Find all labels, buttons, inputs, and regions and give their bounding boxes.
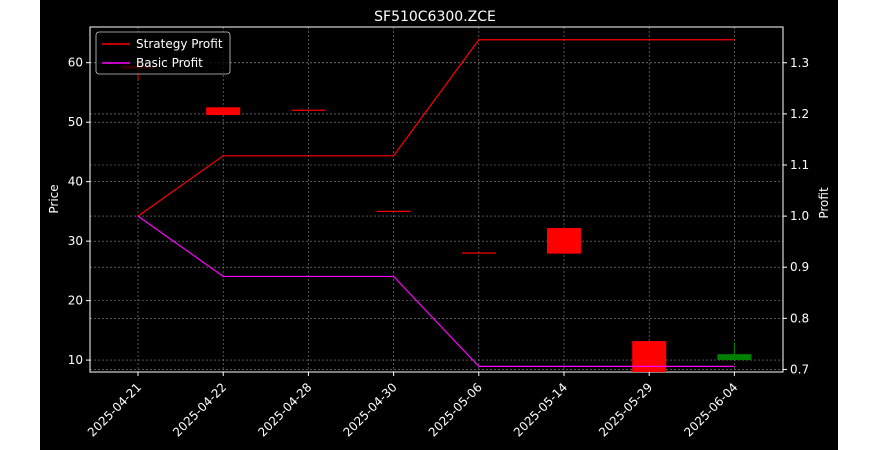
x-tick-label: 2025-05-06 bbox=[426, 380, 485, 439]
y-tick-label-left: 60 bbox=[68, 56, 83, 70]
y-tick-label-right: 1.0 bbox=[790, 209, 809, 223]
grid bbox=[90, 27, 783, 372]
x-axis: 2025-04-21 2025-04-22 2025-04-28 2025-04-30… bbox=[85, 372, 741, 439]
y-tick-label-left: 50 bbox=[68, 115, 83, 129]
chart-canvas: SF510C6300.ZCE 10 20 30 40 50 60 0.7 0.8 0.9 1.0… bbox=[47, 9, 831, 439]
y-tick-label-right: 0.8 bbox=[790, 311, 809, 325]
y-tick-label-right: 1.1 bbox=[790, 158, 809, 172]
y-tick-label-left: 20 bbox=[68, 294, 83, 308]
x-tick-label: 2025-04-22 bbox=[170, 380, 229, 439]
legend-label: Basic Profit bbox=[136, 56, 203, 70]
plot-frame bbox=[89, 26, 784, 373]
candle-body bbox=[376, 210, 411, 212]
y-tick-label-right: 0.7 bbox=[790, 362, 809, 376]
profit-line bbox=[137, 215, 735, 367]
candlesticks bbox=[121, 65, 752, 372]
y-tick-label-right: 1.3 bbox=[790, 56, 809, 70]
chart-title: SF510C6300.ZCE bbox=[374, 9, 496, 25]
left-y-axis: 10 20 30 40 50 60 bbox=[68, 56, 90, 367]
y-tick-label-right: 1.2 bbox=[790, 107, 809, 121]
x-tick-label: 2025-04-28 bbox=[255, 380, 314, 439]
y-tick-label-left: 40 bbox=[68, 175, 83, 189]
candle-body bbox=[206, 107, 241, 116]
x-tick-label: 2025-05-14 bbox=[511, 380, 570, 439]
y-tick-label-right: 0.9 bbox=[790, 260, 809, 274]
chart-figure: SF510C6300.ZCE 10 20 30 40 50 60 0.7 0.8 0.9 1.0… bbox=[40, 0, 838, 450]
y-tick-label-left: 30 bbox=[68, 234, 83, 248]
legend: Strategy Profit Basic Profit bbox=[95, 31, 231, 75]
candle-body bbox=[461, 252, 496, 254]
y-tick-label-left: 10 bbox=[68, 353, 83, 367]
candle-body bbox=[291, 109, 326, 111]
profit-lines bbox=[137, 39, 735, 367]
candle-body bbox=[547, 228, 581, 254]
x-tick-label: 2025-04-30 bbox=[341, 380, 400, 439]
y-axis-label-right: Profit bbox=[817, 187, 831, 219]
legend-label: Strategy Profit bbox=[136, 37, 223, 51]
candle-body bbox=[632, 341, 667, 372]
x-tick-label: 2025-04-21 bbox=[85, 380, 144, 439]
x-tick-label: 2025-06-04 bbox=[681, 380, 740, 439]
candle-body bbox=[717, 354, 752, 361]
x-tick-label: 2025-05-29 bbox=[596, 380, 655, 439]
y-axis-label-left: Price bbox=[47, 184, 61, 213]
right-y-axis: 0.7 0.8 0.9 1.0 1.1 1.2 1.3 bbox=[783, 56, 809, 376]
profit-line bbox=[137, 39, 735, 217]
